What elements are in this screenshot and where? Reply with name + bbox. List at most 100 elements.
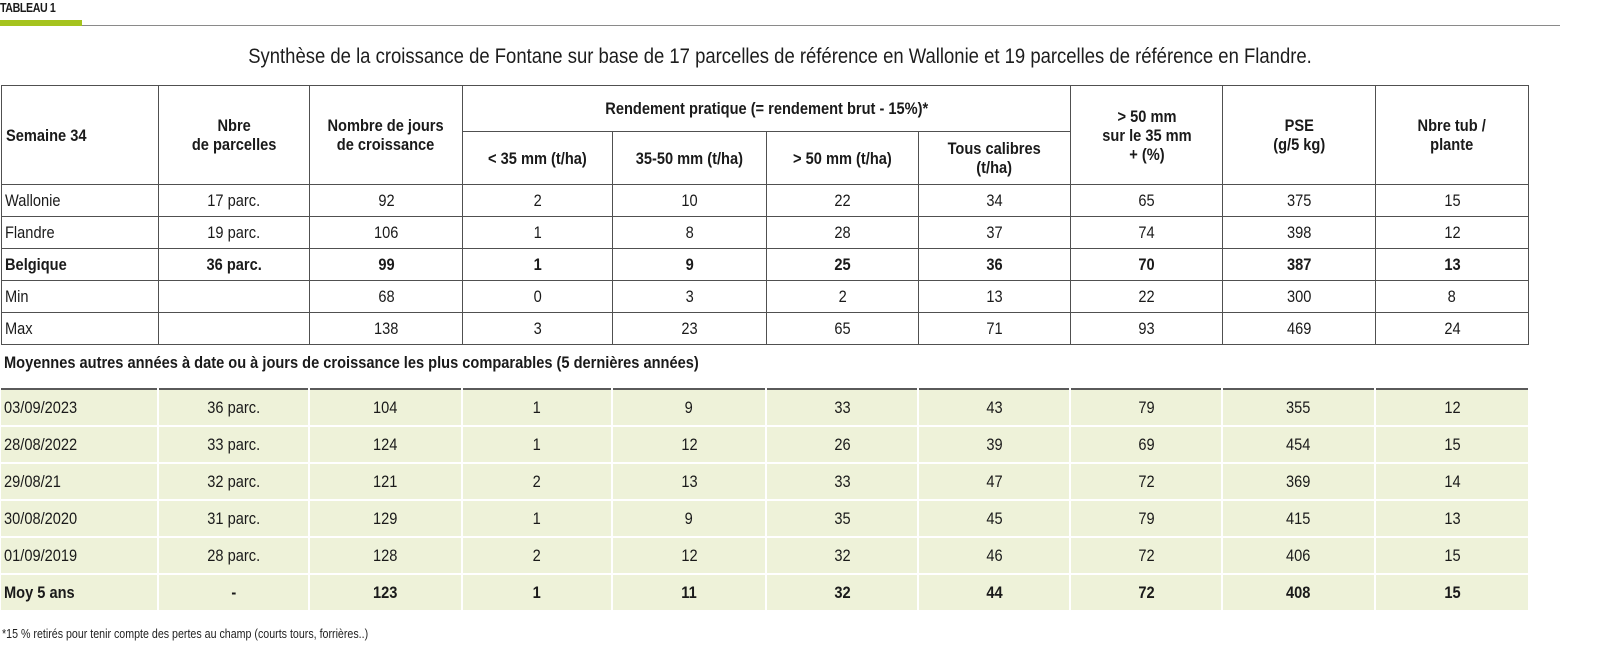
cell-tous: 44: [917, 573, 1071, 612]
cell-tous: 46: [917, 536, 1071, 575]
history-row-moy-5-ans: Moy 5 ans - 123 1 11 32 44 72 408 15: [1, 573, 1528, 612]
cell-pct: 69: [1069, 425, 1223, 464]
table-row-belgique: Belgique 36 parc. 99 1 9 25 36 70 387 13: [1, 248, 1530, 281]
cell-lt35: 2: [462, 184, 613, 217]
cell-parcelles: 36 parc.: [158, 248, 310, 281]
row-label: 29/08/21: [1, 462, 159, 501]
cell-tous: 36: [917, 248, 1072, 281]
cell-pct: 74: [1070, 216, 1224, 249]
cell-jours: 106: [309, 216, 463, 249]
cell-parcelles: 28 parc.: [157, 536, 310, 575]
history-row-2019: 01/09/2019 28 parc. 128 2 12 32 46 72 40…: [1, 536, 1528, 575]
cell-parcelles: 33 parc.: [157, 425, 310, 464]
col-header-gt50: > 50 mm (t/ha): [766, 131, 919, 185]
cell-tub: 24: [1375, 312, 1530, 345]
cell-tub: 12: [1374, 389, 1528, 427]
cell-pse: 369: [1221, 462, 1376, 501]
cell-35-50: 3: [612, 280, 767, 313]
cell-parcelles: 17 parc.: [158, 184, 310, 217]
cell-pse: 387: [1222, 248, 1377, 281]
history-row-2022: 28/08/2022 33 parc. 124 1 12 26 39 69 45…: [1, 425, 1528, 464]
cell-lt35: 2: [461, 536, 613, 575]
cell-35-50: 11: [611, 573, 767, 612]
cell-tous: 39: [917, 425, 1071, 464]
cell-35-50: 9: [611, 389, 767, 427]
label-accent-bar: [0, 20, 82, 26]
cell-tous: 45: [917, 499, 1071, 538]
history-table: 03/09/2023 36 parc. 104 1 9 33 43 79 355…: [1, 388, 1528, 612]
cell-lt35: 1: [462, 248, 613, 281]
cell-pct: 79: [1069, 389, 1223, 427]
cell-jours: 68: [309, 280, 463, 313]
cell-gt50: 32: [765, 573, 919, 612]
cell-pse: 355: [1221, 389, 1376, 427]
cell-35-50: 8: [612, 216, 767, 249]
cell-jours: 128: [308, 536, 463, 575]
cell-gt50: 2: [766, 280, 919, 313]
col-header-semaine: Semaine 34: [1, 85, 159, 185]
footnote: *15 % retirés pour tenir compte des pert…: [2, 626, 369, 641]
cell-gt50: 35: [765, 499, 919, 538]
cell-35-50: 9: [612, 248, 767, 281]
cell-jours: 129: [308, 499, 463, 538]
cell-jours: 123: [308, 573, 463, 612]
row-label: Belgique: [1, 248, 159, 281]
cell-tub: 15: [1375, 184, 1530, 217]
table-row-flandre: Flandre 19 parc. 106 1 8 28 37 74 398 12: [1, 216, 1530, 249]
cell-tous: 37: [917, 216, 1072, 249]
cell-jours: 104: [308, 389, 463, 427]
row-label: 03/09/2023: [1, 389, 159, 427]
cell-gt50: 28: [766, 216, 919, 249]
cell-lt35: 1: [461, 389, 613, 427]
summary-table: Semaine 34 Nbre de parcelles Nombre de jo…: [1, 85, 1530, 345]
cell-tub: 15: [1374, 573, 1528, 612]
cell-pct: 65: [1070, 184, 1224, 217]
table-row-min: Min 68 0 3 2 13 22 300 8: [1, 280, 1530, 313]
col-header-rendement-group: Rendement pratique (= rendement brut - 1…: [461, 85, 1072, 132]
col-header-tous-calibres: Tous calibres (t/ha): [917, 131, 1072, 185]
cell-lt35: 1: [461, 573, 613, 612]
cell-35-50: 12: [611, 425, 767, 464]
cell-tub: 15: [1374, 425, 1528, 464]
history-row-2023: 03/09/2023 36 parc. 104 1 9 33 43 79 355…: [1, 389, 1528, 427]
row-label: Max: [1, 312, 159, 345]
cell-pse: 406: [1221, 536, 1376, 575]
cell-gt50: 26: [765, 425, 919, 464]
cell-tub: 14: [1374, 462, 1528, 501]
cell-parcelles: [158, 312, 310, 345]
row-label: Flandre: [1, 216, 159, 249]
cell-lt35: 2: [461, 462, 613, 501]
cell-tub: 8: [1375, 280, 1530, 313]
col-header-tub: Nbre tub / plante: [1375, 85, 1530, 185]
cell-pse: 300: [1222, 280, 1377, 313]
col-header-parcelles: Nbre de parcelles: [158, 85, 310, 185]
cell-tous: 43: [917, 389, 1071, 427]
cell-35-50: 9: [611, 499, 767, 538]
cell-tous: 47: [917, 462, 1071, 501]
cell-pct: 93: [1070, 312, 1224, 345]
cell-lt35: 3: [462, 312, 613, 345]
cell-tub: 15: [1374, 536, 1528, 575]
table-row-wallonie: Wallonie 17 parc. 92 2 10 22 34 65 375 1…: [1, 184, 1530, 217]
cell-tub: 13: [1374, 499, 1528, 538]
cell-tub: 13: [1375, 248, 1530, 281]
cell-lt35: 0: [462, 280, 613, 313]
cell-gt50: 33: [765, 389, 919, 427]
cell-35-50: 12: [611, 536, 767, 575]
row-label: 30/08/2020: [1, 499, 159, 538]
row-label: Moy 5 ans: [1, 573, 159, 612]
cell-lt35: 1: [461, 499, 613, 538]
cell-gt50: 25: [766, 248, 919, 281]
row-label: Wallonie: [1, 184, 159, 217]
cell-pse: 415: [1221, 499, 1376, 538]
cell-gt50: 22: [766, 184, 919, 217]
cell-pse: 375: [1222, 184, 1377, 217]
col-header-lt35: < 35 mm (t/ha): [462, 131, 613, 185]
cell-lt35: 1: [461, 425, 613, 464]
row-label: 28/08/2022: [1, 425, 159, 464]
cell-tub: 12: [1375, 216, 1530, 249]
cell-pse: 408: [1221, 573, 1376, 612]
col-header-pse: PSE (g/5 kg): [1222, 85, 1377, 185]
cell-pct: 72: [1069, 462, 1223, 501]
cell-tous: 34: [917, 184, 1072, 217]
